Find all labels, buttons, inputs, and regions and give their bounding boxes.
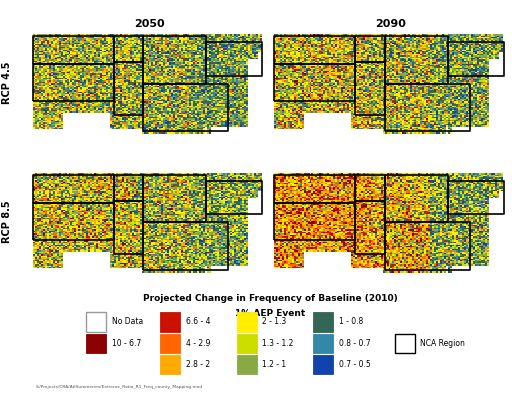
Title: 2050: 2050 — [134, 19, 164, 29]
Bar — [160, 355, 180, 374]
Text: 1.3 - 1.2: 1.3 - 1.2 — [263, 339, 294, 348]
Bar — [86, 333, 106, 353]
Text: 1 - 0.8: 1 - 0.8 — [339, 318, 364, 326]
Text: 2.8 - 2: 2.8 - 2 — [186, 360, 210, 369]
Text: 0.8 - 0.7: 0.8 - 0.7 — [339, 339, 371, 348]
Text: Projected Change in Frequency of Baseline (2010): Projected Change in Frequency of Baselin… — [143, 294, 397, 303]
Text: 1% AEP Event: 1% AEP Event — [235, 309, 305, 318]
Bar — [313, 333, 333, 353]
Bar — [237, 333, 257, 353]
Title: 2090: 2090 — [375, 19, 407, 29]
Text: 2 - 1.3: 2 - 1.3 — [263, 318, 287, 326]
Text: 1.2 - 1: 1.2 - 1 — [263, 360, 287, 369]
Text: No Data: No Data — [112, 318, 143, 326]
Bar — [237, 355, 257, 374]
Bar — [395, 333, 415, 353]
Text: RCP 8.5: RCP 8.5 — [2, 200, 12, 243]
Text: 4 - 2.9: 4 - 2.9 — [186, 339, 210, 348]
Bar — [86, 312, 106, 331]
Text: RCP 4.5: RCP 4.5 — [2, 62, 12, 104]
Text: 6.6 - 4: 6.6 - 4 — [186, 318, 210, 326]
Bar — [160, 333, 180, 353]
Bar — [237, 312, 257, 331]
Bar — [313, 355, 333, 374]
Bar — [160, 312, 180, 331]
Text: 0.7 - 0.5: 0.7 - 0.5 — [339, 360, 371, 369]
Text: S:/Projects/CRA/AtlSummeries/Extreme_Ratio_R1_Freq_county_Mapping.mxd: S:/Projects/CRA/AtlSummeries/Extreme_Rat… — [35, 385, 203, 389]
Text: NCA Region: NCA Region — [420, 339, 465, 348]
Bar — [313, 312, 333, 331]
Text: 10 - 6.7: 10 - 6.7 — [112, 339, 141, 348]
